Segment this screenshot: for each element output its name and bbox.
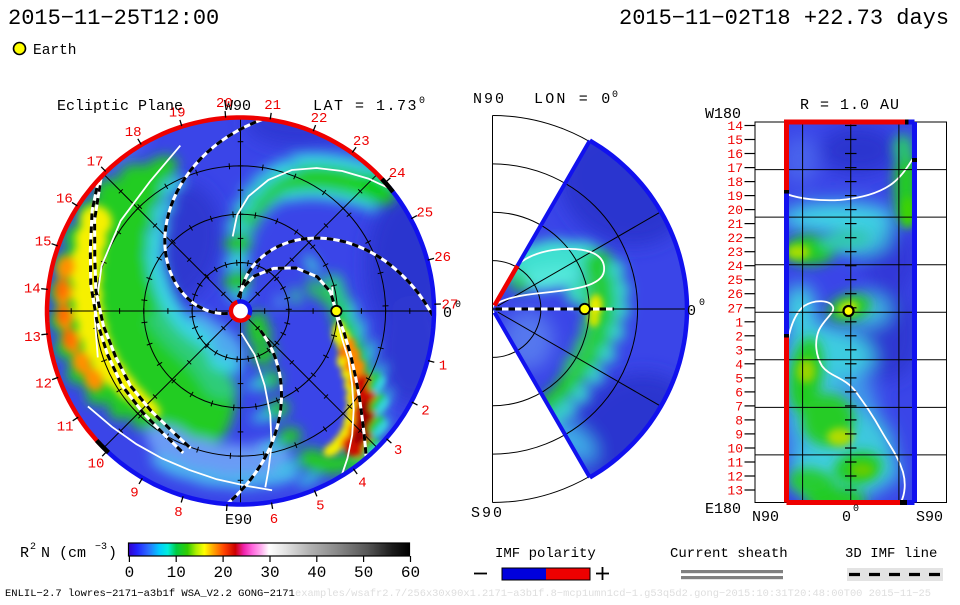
- svg-text:0: 0: [125, 564, 135, 582]
- svg-text:4: 4: [358, 475, 366, 491]
- svg-text:16: 16: [727, 147, 743, 162]
- svg-text:10: 10: [167, 564, 186, 582]
- svg-text:22: 22: [727, 231, 743, 246]
- svg-text:): ): [108, 545, 117, 562]
- svg-text:E180: E180: [705, 501, 741, 518]
- svg-text:11: 11: [727, 456, 743, 471]
- svg-text:0: 0: [443, 305, 452, 322]
- svg-text:0: 0: [699, 298, 705, 309]
- svg-text:13: 13: [24, 330, 41, 346]
- svg-text:24: 24: [389, 166, 406, 182]
- svg-text:1: 1: [735, 315, 743, 330]
- svg-text:24: 24: [727, 259, 743, 274]
- svg-text:LAT = 1.73: LAT = 1.73: [313, 98, 418, 115]
- svg-text:N90: N90: [473, 91, 506, 108]
- svg-text:21: 21: [264, 98, 281, 114]
- svg-text:9: 9: [735, 427, 743, 442]
- svg-text:0: 0: [455, 300, 461, 311]
- svg-text:5: 5: [316, 499, 324, 515]
- svg-text:0: 0: [612, 90, 618, 101]
- svg-text:50: 50: [354, 564, 373, 582]
- svg-text:10: 10: [727, 442, 743, 457]
- svg-text:E90: E90: [225, 512, 252, 529]
- svg-text:23: 23: [727, 245, 743, 260]
- svg-text:W90: W90: [224, 98, 251, 115]
- svg-text:2: 2: [30, 542, 36, 553]
- svg-text:16: 16: [56, 192, 73, 208]
- svg-text:20: 20: [727, 203, 743, 218]
- svg-text:S90: S90: [916, 509, 943, 526]
- svg-text:17: 17: [87, 154, 104, 170]
- svg-text:R: R: [20, 545, 29, 562]
- svg-text:23: 23: [353, 134, 370, 150]
- svg-text:13: 13: [727, 484, 743, 499]
- svg-text:19: 19: [727, 189, 743, 204]
- svg-text:W180: W180: [705, 106, 741, 123]
- svg-text:Earth: Earth: [33, 43, 77, 59]
- svg-text:2: 2: [421, 403, 429, 419]
- svg-text:11: 11: [57, 420, 74, 436]
- svg-text:LON = 0: LON = 0: [534, 91, 612, 108]
- svg-text:8: 8: [735, 413, 743, 428]
- svg-text:25: 25: [727, 273, 743, 288]
- svg-text:3D IMF line: 3D IMF line: [845, 546, 937, 562]
- svg-text:Ecliptic Plane: Ecliptic Plane: [57, 98, 183, 115]
- svg-text:15: 15: [35, 235, 52, 251]
- svg-text:60: 60: [401, 564, 420, 582]
- svg-text:6: 6: [735, 385, 743, 400]
- svg-text:4: 4: [735, 357, 743, 372]
- svg-text:15: 15: [727, 133, 743, 148]
- svg-text:20: 20: [213, 564, 232, 582]
- svg-text:18: 18: [125, 125, 142, 141]
- svg-text:21: 21: [727, 217, 743, 232]
- svg-text:40: 40: [307, 564, 326, 582]
- svg-text:0: 0: [687, 303, 696, 320]
- svg-text:0: 0: [419, 96, 425, 107]
- svg-text:N (cm: N (cm: [41, 545, 86, 562]
- svg-text:3: 3: [394, 443, 402, 459]
- svg-text:26: 26: [434, 250, 451, 266]
- svg-text:ENLIL−2.7 lowres−2171−a3b1f WS: ENLIL−2.7 lowres−2171−a3b1f WSA_V2.2 GON…: [5, 588, 295, 600]
- svg-text:8: 8: [174, 505, 182, 521]
- svg-text:27: 27: [727, 301, 743, 316]
- svg-text:S90: S90: [471, 505, 504, 522]
- svg-text:9: 9: [130, 486, 138, 502]
- svg-text:N90: N90: [752, 509, 779, 526]
- svg-text:5: 5: [735, 371, 743, 386]
- svg-text:17: 17: [727, 161, 743, 176]
- svg-text:2015−11−02T18 +22.73 days: 2015−11−02T18 +22.73 days: [619, 6, 949, 31]
- svg-text:6: 6: [270, 512, 278, 528]
- svg-text:7: 7: [735, 399, 743, 414]
- svg-text:IMF polarity: IMF polarity: [495, 546, 596, 562]
- svg-text:30: 30: [260, 564, 279, 582]
- svg-text:Current sheath: Current sheath: [670, 546, 788, 562]
- svg-text:26: 26: [727, 287, 743, 302]
- svg-text:18: 18: [727, 175, 743, 190]
- svg-text:0: 0: [842, 509, 851, 526]
- svg-text:3: 3: [735, 343, 743, 358]
- svg-text:1: 1: [439, 359, 447, 375]
- svg-text:12: 12: [35, 377, 52, 393]
- svg-text:2015−11−25T12:00: 2015−11−25T12:00: [8, 6, 219, 31]
- svg-text:25: 25: [416, 205, 433, 221]
- svg-text:2: 2: [735, 329, 743, 344]
- svg-text:0: 0: [853, 504, 859, 515]
- svg-text:examples/wsafr2.7/256x30x90x1.: examples/wsafr2.7/256x30x90x1.2171−a3b1f…: [295, 588, 931, 600]
- svg-text:12: 12: [727, 470, 743, 485]
- svg-text:R = 1.0 AU: R = 1.0 AU: [800, 97, 900, 114]
- svg-text:−3: −3: [95, 542, 107, 553]
- svg-text:14: 14: [24, 282, 41, 298]
- svg-text:10: 10: [88, 457, 105, 473]
